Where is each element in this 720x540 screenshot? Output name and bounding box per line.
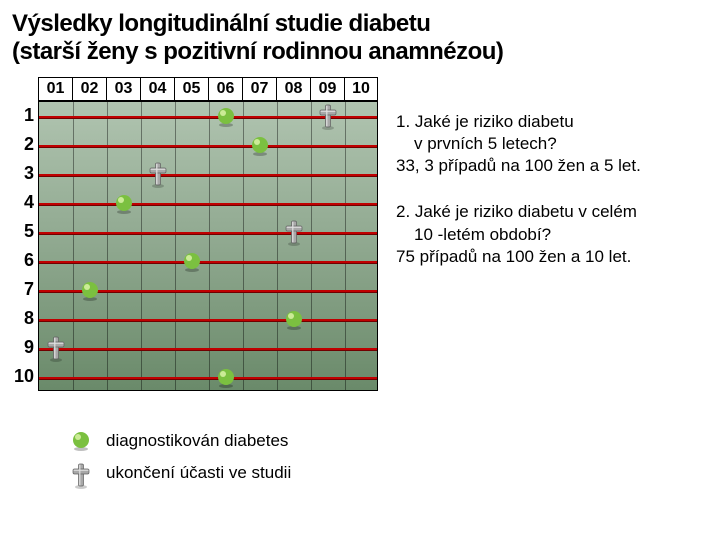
title-line-1: Výsledky longitudinální studie diabetu [12,10,708,38]
column-header: 04 [140,77,174,101]
cross-icon [70,462,92,484]
column-header: 07 [242,77,276,101]
legend-ball-label: diagnostikován diabetes [106,431,288,451]
cross-icon [283,219,305,247]
cross-icon [317,103,339,131]
q2-line2: 10 -letém období? [396,224,641,246]
cross-icon [45,335,67,363]
column-header: 05 [174,77,208,101]
column-header: 01 [38,77,72,101]
legend-cross-label: ukončení účasti ve studii [106,463,291,483]
row-label: 10 [12,362,38,391]
row-label: 5 [12,217,38,246]
row-label: 2 [12,130,38,159]
ball-icon [79,280,101,302]
ball-icon [283,309,305,331]
q2-line1: 2. Jaké je riziko diabetu v celém [396,201,641,223]
column-header: 08 [276,77,310,101]
a2: 75 případů na 100 žen a 10 let. [396,246,641,268]
a1: 33, 3 případů na 100 žen a 5 let. [396,155,641,177]
row-label: 7 [12,275,38,304]
title-line-2: (starší ženy s pozitivní rodinnou anamné… [12,38,708,66]
ball-icon [215,106,237,128]
column-headers: 01020304050607080910 [38,77,378,101]
row-label: 3 [12,159,38,188]
questions-panel: 1. Jaké je riziko diabetu v prvních 5 le… [378,77,641,391]
row-label: 1 [12,101,38,130]
ball-icon [113,193,135,215]
row-label: 9 [12,333,38,362]
column-header: 06 [208,77,242,101]
chart: 01020304050607080910 12345678910 [12,77,378,391]
column-header: 09 [310,77,344,101]
column-header: 10 [344,77,378,101]
legend: diagnostikován diabetes ukončení účasti … [70,430,291,494]
row-label: 6 [12,246,38,275]
cohort-grid [38,101,378,391]
cross-icon [147,161,169,189]
column-header: 02 [72,77,106,101]
ball-icon [181,251,203,273]
row-label: 8 [12,304,38,333]
row-labels: 12345678910 [12,101,38,391]
ball-icon [249,135,271,157]
ball-icon [70,430,92,452]
column-header: 03 [106,77,140,101]
q1-line1: 1. Jaké je riziko diabetu [396,111,641,133]
q1-line2: v prvních 5 letech? [396,133,641,155]
ball-icon [215,367,237,389]
row-label: 4 [12,188,38,217]
